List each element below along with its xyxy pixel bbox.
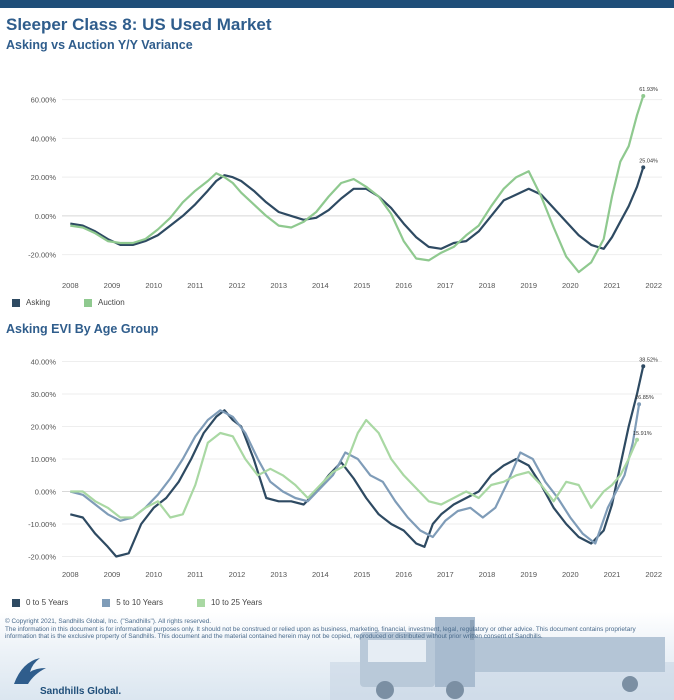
legend-item: Auction [84, 298, 125, 307]
x-tick-label: 2021 [604, 281, 621, 290]
end-label-0-to-5-years: 38.52% [639, 357, 658, 363]
y-tick-label: 30.00% [31, 390, 57, 399]
legend-label: Asking [26, 298, 51, 307]
series-line-asking [70, 167, 645, 250]
legend-swatch [12, 598, 20, 607]
end-label-auction: 61.93% [639, 87, 658, 93]
x-tick-label: 2009 [104, 281, 121, 290]
x-tick-label: 2020 [562, 281, 579, 290]
x-tick-label: 2010 [145, 570, 162, 579]
x-tick-label: 2012 [229, 281, 246, 290]
end-point-10-to-25-years [635, 437, 639, 442]
footer-text: © Copyright 2021, Sandhills Global, Inc.… [5, 618, 660, 641]
y-tick-label: 60.00% [31, 96, 57, 105]
y-tick-label: -20.00% [28, 553, 56, 562]
logo-text: Sandhills Global. [40, 686, 122, 697]
legend-item: 0 to 5 Years [12, 598, 68, 607]
x-tick-label: 2022 [645, 281, 662, 290]
x-tick-label: 2013 [270, 281, 287, 290]
x-tick-label: 2010 [145, 281, 162, 290]
legend-item: 10 to 25 Years [196, 598, 263, 607]
y-tick-label: 40.00% [31, 358, 57, 367]
x-tick-label: 2016 [395, 570, 412, 579]
legend-item: 5 to 10 Years [102, 598, 163, 607]
x-tick-label: 2008 [62, 570, 79, 579]
end-point-0-to-5-years [641, 364, 646, 369]
asking-vs-auction-chart: 60.00% 40.00% 20.00% 0.00% -20.00% 2008 2009 20… [28, 87, 662, 290]
y-tick-label: 0.00% [35, 488, 57, 497]
x-tick-label: 2018 [479, 281, 496, 290]
disclaimer-text: The information in this document is for … [5, 625, 636, 641]
asking-evi-by-age-chart: 40.00% 30.00% 20.00% 10.00% 0.00% -10.00% -20.… [28, 357, 662, 579]
x-tick-label: 2017 [437, 570, 454, 579]
footer: © Copyright 2021, Sandhills Global, Inc.… [0, 612, 674, 700]
legend-item: Asking [12, 298, 50, 307]
x-tick-label: 2014 [312, 281, 329, 290]
legend-swatch [84, 298, 93, 307]
x-tick-label: 2012 [229, 570, 246, 579]
x-tick-label: 2016 [395, 281, 412, 290]
top-bar [0, 0, 674, 8]
end-point-asking [641, 165, 646, 170]
legend-label: 10 to 25 Years [210, 598, 263, 607]
legend-swatch [12, 298, 20, 307]
x-tick-label: 2019 [520, 570, 537, 579]
x-tick-label: 2015 [354, 570, 371, 579]
x-tick-label: 2009 [104, 570, 121, 579]
page-title: Sleeper Class 8: US Used Market [6, 15, 272, 34]
chart1-title: Asking vs Auction Y/Y Variance [6, 38, 193, 52]
x-tick-label: 2011 [187, 570, 203, 579]
x-tick-label: 2015 [354, 281, 371, 290]
y-tick-label: 0.00% [35, 212, 57, 221]
sandhills-logo-icon [14, 658, 46, 684]
x-tick-label: 2014 [312, 570, 329, 579]
legend-swatch [196, 598, 205, 607]
y-tick-label: -10.00% [28, 520, 56, 529]
series-line-0-to-5-years [70, 366, 645, 558]
chart2-legend: 0 to 5 Years 5 to 10 Years 10 to 25 Years [12, 598, 290, 607]
end-label-asking: 25.04% [639, 158, 658, 164]
x-tick-label: 2021 [604, 570, 621, 579]
x-tick-label: 2017 [437, 281, 454, 290]
end-label-10-to-25-years: 15.91% [633, 431, 652, 437]
y-tick-label: -20.00% [28, 251, 56, 260]
series-line-auction [70, 95, 645, 274]
chart2-title: Asking EVI By Age Group [6, 322, 159, 336]
y-tick-label: 40.00% [31, 134, 57, 143]
series-line-5-to-10-years [70, 404, 641, 545]
end-label-5-to-10-years: 26.85% [635, 395, 654, 401]
x-tick-label: 2013 [270, 570, 287, 579]
chart1-legend: Asking Auction [12, 298, 153, 307]
x-tick-label: 2019 [520, 281, 537, 290]
legend-label: 0 to 5 Years [26, 598, 69, 607]
legend-swatch [102, 598, 111, 607]
series-line-10-to-25-years [70, 418, 639, 519]
y-tick-label: 10.00% [31, 455, 57, 464]
y-tick-label: 20.00% [31, 423, 57, 432]
copyright-text: © Copyright 2021, Sandhills Global, Inc.… [5, 618, 212, 625]
x-tick-label: 2020 [562, 570, 579, 579]
legend-label: Auction [98, 298, 125, 307]
x-tick-label: 2022 [645, 570, 662, 579]
end-point-5-to-10-years [637, 402, 642, 407]
x-tick-label: 2008 [62, 281, 79, 290]
y-tick-label: 20.00% [31, 173, 57, 182]
truck-image [330, 617, 674, 700]
end-point-auction [641, 93, 646, 98]
legend-label: 5 to 10 Years [116, 598, 163, 607]
x-tick-label: 2011 [187, 281, 203, 290]
x-tick-label: 2018 [479, 570, 496, 579]
